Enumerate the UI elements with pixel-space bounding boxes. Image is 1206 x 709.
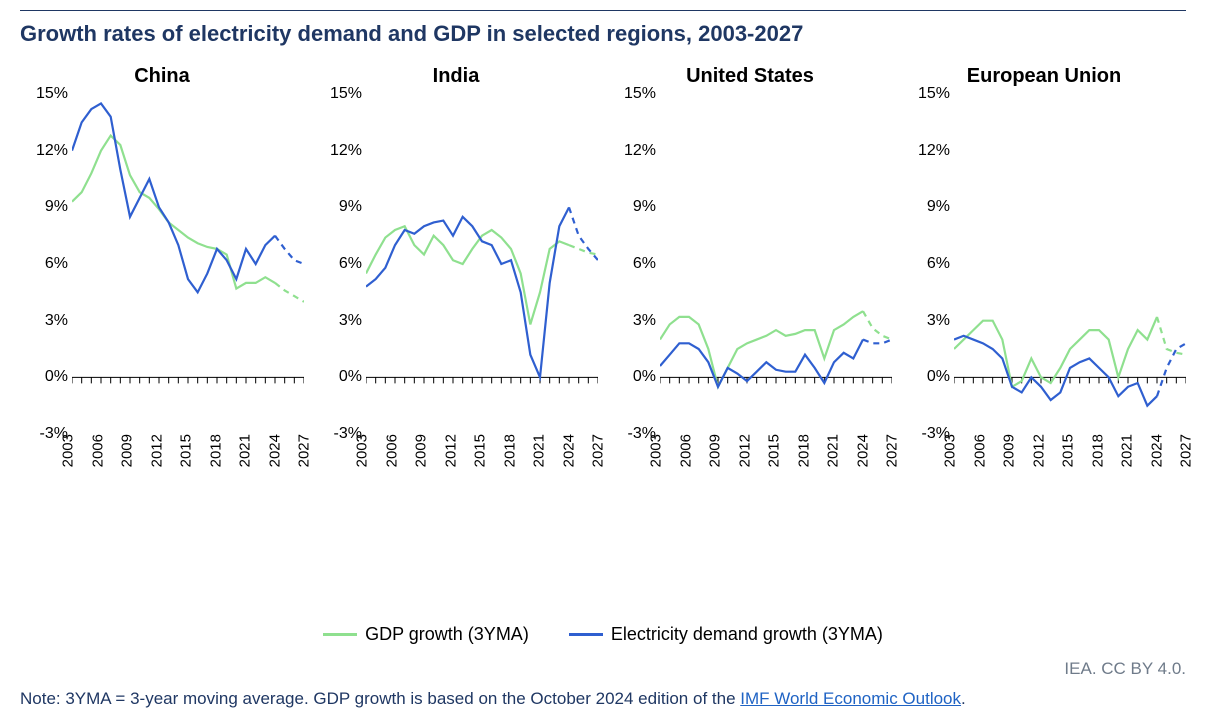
legend: GDP growth (3YMA) Electricity demand gro… bbox=[20, 624, 1186, 645]
x-axis: 200320062009201220152018202120242027 bbox=[362, 434, 598, 514]
gdp-line-forecast bbox=[275, 283, 304, 302]
top-rule bbox=[20, 10, 1186, 11]
x-axis: 200320062009201220152018202120242027 bbox=[68, 434, 304, 514]
legend-item-elec: Electricity demand growth (3YMA) bbox=[569, 624, 883, 645]
footnote-suffix: . bbox=[961, 689, 966, 708]
legend-label-elec: Electricity demand growth (3YMA) bbox=[611, 624, 883, 645]
attribution: IEA. CC BY 4.0. bbox=[20, 659, 1186, 679]
gdp-line-forecast bbox=[569, 245, 598, 254]
footnote-link[interactable]: IMF World Economic Outlook bbox=[740, 689, 961, 708]
elec-line bbox=[72, 103, 275, 292]
gdp-line bbox=[72, 136, 275, 289]
y-axis: 15%12%9%6%3%0%-3% bbox=[314, 94, 366, 434]
footnote-prefix: Note: 3YMA = 3-year moving average. GDP … bbox=[20, 689, 740, 708]
footnote: Note: 3YMA = 3-year moving average. GDP … bbox=[20, 689, 1186, 709]
elec-line bbox=[954, 336, 1157, 406]
legend-item-gdp: GDP growth (3YMA) bbox=[323, 624, 529, 645]
panel-row: China15%12%9%6%3%0%-3%200320062009201220… bbox=[20, 65, 1186, 514]
page-title: Growth rates of electricity demand and G… bbox=[20, 21, 1186, 47]
elec-line bbox=[366, 207, 569, 377]
plot-area bbox=[366, 94, 598, 434]
gdp-line-forecast bbox=[1157, 317, 1186, 355]
y-axis: 15%12%9%6%3%0%-3% bbox=[20, 94, 72, 434]
chart-panel: European Union15%12%9%6%3%0%-3%200320062… bbox=[902, 65, 1186, 514]
chart-panel: China15%12%9%6%3%0%-3%200320062009201220… bbox=[20, 65, 304, 514]
gdp-line-forecast bbox=[863, 311, 892, 339]
elec-line-forecast bbox=[569, 207, 598, 260]
plot-area bbox=[660, 94, 892, 434]
gdp-line bbox=[954, 317, 1157, 387]
legend-label-gdp: GDP growth (3YMA) bbox=[365, 624, 529, 645]
x-axis: 200320062009201220152018202120242027 bbox=[656, 434, 892, 514]
y-axis: 15%12%9%6%3%0%-3% bbox=[608, 94, 660, 434]
elec-line-forecast bbox=[275, 236, 304, 264]
plot-area bbox=[954, 94, 1186, 434]
elec-line bbox=[660, 340, 863, 387]
x-axis: 200320062009201220152018202120242027 bbox=[950, 434, 1186, 514]
chart-panel: United States15%12%9%6%3%0%-3%2003200620… bbox=[608, 65, 892, 514]
plot-area bbox=[72, 94, 304, 434]
y-axis: 15%12%9%6%3%0%-3% bbox=[902, 94, 954, 434]
legend-swatch-gdp bbox=[323, 633, 357, 636]
chart-panel: India15%12%9%6%3%0%-3%200320062009201220… bbox=[314, 65, 598, 514]
legend-swatch-elec bbox=[569, 633, 603, 636]
elec-line-forecast bbox=[863, 340, 892, 344]
gdp-line bbox=[660, 311, 863, 387]
